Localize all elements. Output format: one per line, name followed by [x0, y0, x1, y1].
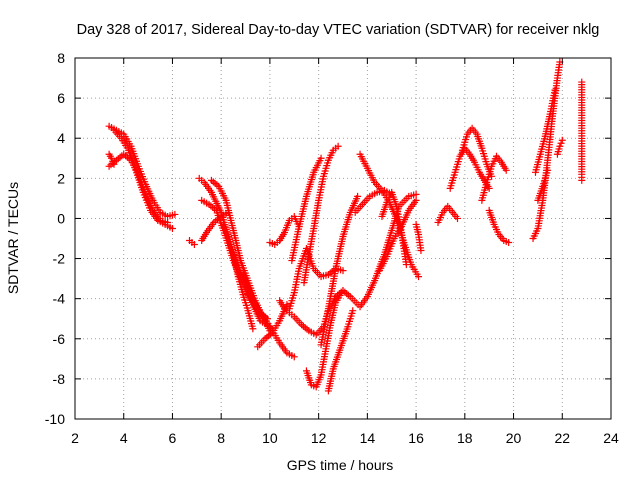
x-tick-label: 10 [262, 430, 278, 446]
data-points [105, 58, 586, 395]
data-point [556, 142, 564, 150]
data-point [454, 214, 462, 222]
data-point [349, 307, 357, 315]
series-arc-5 [186, 237, 198, 249]
series-arc-3 [105, 150, 172, 226]
data-point [412, 196, 420, 204]
series-arc-25 [378, 188, 410, 269]
series-arc-12 [254, 301, 291, 351]
x-tick-label: 6 [169, 430, 177, 446]
data-point [317, 154, 325, 162]
data-point [168, 224, 176, 232]
y-tick-label: 4 [57, 130, 65, 146]
y-tick-label: -4 [53, 291, 66, 307]
series-arc-6 [195, 174, 271, 323]
data-point [109, 157, 117, 165]
y-tick-label: -10 [45, 411, 65, 427]
y-tick-label: -2 [53, 251, 66, 267]
plot-frame [74, 57, 612, 420]
series-arc-11 [239, 271, 298, 361]
series-arc-21 [324, 307, 357, 395]
data-point [334, 142, 342, 150]
data-point [551, 86, 559, 94]
y-tick-label: 6 [57, 90, 65, 106]
x-tick-label: 16 [408, 430, 424, 446]
series-arc-9 [198, 208, 232, 245]
data-point [578, 176, 586, 184]
data-point [505, 239, 513, 247]
y-axis-label: SDTVAR / TECUs [5, 182, 21, 294]
y-tick-label: -8 [53, 371, 66, 387]
data-point [108, 154, 116, 162]
x-tick-label: 4 [120, 430, 128, 446]
x-tick-label: 12 [311, 430, 327, 446]
series-arc-34 [534, 166, 552, 204]
series-arc-35 [553, 136, 566, 158]
data-point [415, 273, 423, 281]
series-arc-8 [207, 176, 274, 335]
series-arc-29 [458, 124, 496, 180]
data-point [412, 190, 420, 198]
series-arc-17 [288, 154, 325, 265]
data-point [110, 160, 118, 168]
series-arc-4 [105, 150, 118, 168]
series-arc-23 [356, 150, 423, 281]
x-axis-label: GPS time / hours [287, 457, 394, 473]
x-tick-label: 22 [554, 430, 570, 446]
grid [75, 58, 611, 419]
y-tick-label: 2 [57, 170, 65, 186]
x-tick-label: 8 [217, 430, 225, 446]
series-arc-26 [412, 220, 425, 255]
data-point [224, 208, 232, 216]
data-point [190, 241, 198, 249]
series-arc-27 [434, 202, 462, 226]
series-arc-36 [578, 78, 586, 184]
series-arc-30 [478, 152, 510, 204]
series-arc-14 [276, 297, 328, 339]
series-arc-31 [485, 206, 513, 247]
data-point [354, 192, 362, 200]
series-arc-1 [105, 122, 179, 220]
x-tick-label: 14 [360, 430, 376, 446]
y-tick-label: -6 [53, 331, 66, 347]
data-point [417, 247, 425, 255]
data-point [544, 166, 552, 174]
data-point [557, 139, 565, 147]
x-tick-label: 24 [603, 430, 619, 446]
series-arc-16 [300, 142, 342, 287]
y-tick-label: 0 [57, 210, 65, 226]
x-tick-label: 18 [457, 430, 473, 446]
series-arc-13 [266, 212, 303, 249]
data-point [502, 166, 510, 174]
data-point [402, 261, 410, 269]
data-point [485, 184, 493, 192]
x-tick-label: 20 [506, 430, 522, 446]
data-point [171, 210, 179, 218]
data-point [558, 136, 566, 144]
axis-ticks [74, 57, 612, 420]
y-tick-label: 8 [57, 50, 65, 66]
data-point [339, 267, 347, 275]
data-point [249, 325, 257, 333]
x-tick-label: 2 [71, 430, 79, 446]
series-arc-33 [531, 86, 559, 176]
series-arc-10 [220, 220, 257, 333]
data-point [164, 218, 172, 226]
data-point [290, 353, 298, 361]
chart-title: Day 328 of 2017, Sidereal Day-to-day VTE… [77, 22, 600, 38]
